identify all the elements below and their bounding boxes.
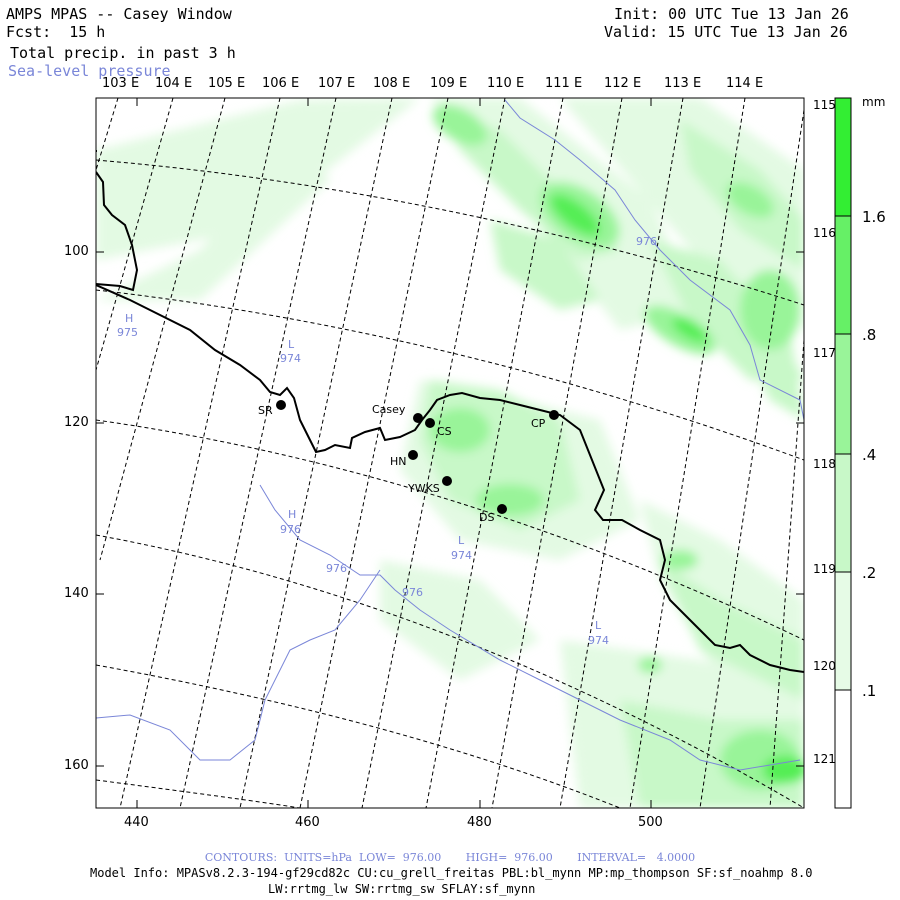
model-info: Model Info: MPASv8.2.3-194-gf29cd82c CU:… [90,866,813,880]
colorbar-label: .8 [862,326,877,344]
contour-label: 976 [636,235,657,248]
lon-label-top: 108 E [373,76,411,91]
plot-frame [95,97,805,809]
pressure-high-label: H [125,312,134,325]
y-tick-label: 100 [64,244,89,259]
lon-label-top: 105 E [208,76,246,91]
station-label-ywks: YWKS [408,482,440,495]
x-tick-label: 500 [638,815,663,830]
station-label-cs: CS [437,425,452,438]
y-tick-label: 120 [64,415,89,430]
lon-label-right: 121 E [813,752,848,766]
lon-label-top: 106 E [262,76,300,91]
lon-label-right: 119 E [813,562,848,576]
station-dot-ywks [442,476,452,486]
colorbar-label: 1.6 [862,208,886,226]
contour-label: 976 [402,586,423,599]
lon-label-top: 112 E [604,76,642,91]
pressure-high-label: H [288,508,297,521]
y-tick-label: 140 [64,586,89,601]
lon-label-right: 120 E [813,659,848,673]
field-label-precip: Total precip. in past 3 h [10,44,236,62]
contour-info: CONTOURS: UNITS=hPa LOW= 976.00 HIGH= 97… [204,851,696,864]
pressure-value-label: 976 [280,523,301,536]
field-label-pressure: Sea-level pressure [8,62,171,80]
lon-label-top: 104 E [155,76,193,91]
pressure-low-label: L [595,619,602,632]
lon-label-right: 116 E [813,226,848,240]
y-tick-label: 160 [64,758,89,773]
axis-ticks [96,98,804,808]
station-label-sr: SR [258,404,273,417]
colorbar-unit: mm [862,95,886,109]
station-dot-cs [425,418,435,428]
forecast-hour: Fcst: 15 h [6,23,106,41]
coastline [96,150,804,673]
x-tick-label: 480 [467,815,492,830]
station-markers [276,400,559,514]
pressure-value-label: 975 [117,326,138,339]
station-label-ds: DS [479,511,495,524]
station-dot-casey [413,413,423,423]
lon-label-top: 107 E [318,76,356,91]
lat-lon-grid [96,98,804,808]
colorbar-label: .2 [862,564,877,582]
lon-label-right: 115 E [813,98,848,112]
station-label-cp: CP [531,417,546,430]
station-label-hn: HN [390,455,407,468]
lon-label-top: 114 E [726,76,764,91]
station-dot-ds [497,504,507,514]
lon-label-top: 110 E [487,76,525,91]
lon-label-right: 117 E [813,346,848,360]
station-label-casey: Casey [372,403,406,416]
pressure-value-label: 974 [588,634,609,647]
station-dot-hn [408,450,418,460]
model-info-line2: LW:rrtmg_lw SW:rrtmg_sw SFLAY:sf_mynn [268,882,536,896]
lon-label-top: 103 E [102,76,140,91]
colorbar-label: .1 [862,682,877,700]
lon-label-right: 118 E [813,457,848,471]
contour-label: 976 [326,562,347,575]
station-dot-cp [549,410,559,420]
pressure-contours [96,99,804,771]
valid-time: Valid: 15 UTC Tue 13 Jan 26 [604,23,848,41]
map-title: AMPS MPAS -- Casey Window [6,5,232,23]
precip-field [96,98,804,808]
pressure-value-label: 974 [280,352,301,365]
station-dot-sr [276,400,286,410]
init-time: Init: 00 UTC Tue 13 Jan 26 [614,5,849,23]
lon-label-top: 113 E [664,76,702,91]
pressure-low-label: L [458,534,465,547]
lon-label-top: 111 E [545,76,583,91]
x-tick-label: 460 [295,815,320,830]
x-tick-label: 440 [124,815,149,830]
lon-label-top: 109 E [430,76,468,91]
colorbar-label: .4 [862,446,877,464]
pressure-value-label: 974 [451,549,472,562]
pressure-low-label: L [288,338,295,351]
